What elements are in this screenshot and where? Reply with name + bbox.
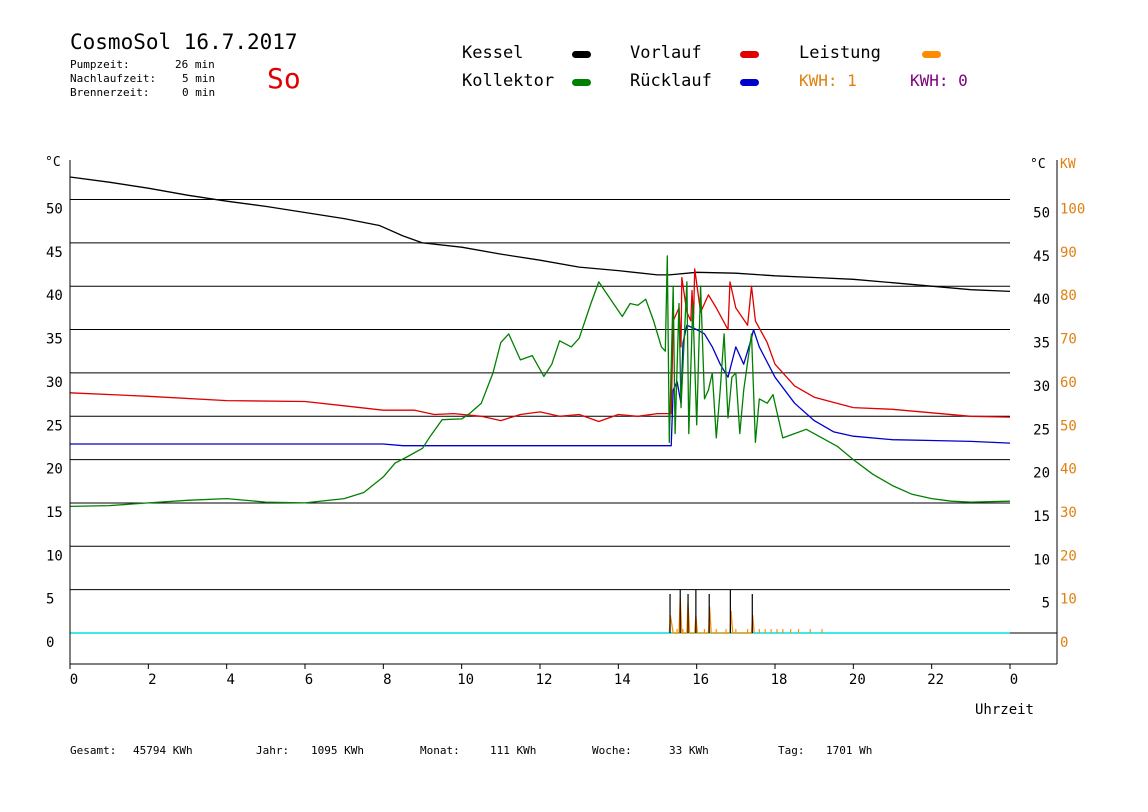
footer-woche-value: 33 KWh [669, 744, 709, 757]
footer-tag-value: 1701 Wh [826, 744, 873, 757]
y-left-tick-label: 20 [46, 462, 63, 478]
y-right-c-tick-label: 50 [1033, 206, 1050, 222]
x-tick-label: 16 [692, 672, 709, 688]
stat-pumpzeit-value: 26 min [175, 58, 215, 71]
page-title: CosmoSol 16.7.2017 [70, 30, 298, 54]
x-tick-label: 0 [1010, 672, 1018, 688]
footer-monat-value: 111 KWh [490, 744, 537, 757]
y-right-kw-tick-label: 80 [1060, 288, 1077, 304]
x-tick-label: 8 [383, 672, 391, 688]
x-axis-title: Uhrzeit [975, 702, 1034, 718]
y-right-c-tick-label: 5 [1042, 596, 1050, 612]
legend-leistung-label: Leistung [799, 43, 881, 63]
y-right-kw-tick-label: 20 [1060, 548, 1077, 564]
right-unit-c-label: °C [1030, 157, 1046, 172]
y-left-tick-label: 10 [46, 548, 63, 564]
y-left-tick-label: 25 [46, 418, 63, 434]
stat-brennerzeit-label: Brennerzeit: [70, 86, 150, 99]
x-tick-label: 2 [148, 672, 156, 688]
y-right-c-tick-label: 45 [1033, 249, 1050, 265]
y-left-tick-label: 45 [46, 245, 63, 261]
y-right-c-tick-label: 20 [1033, 466, 1050, 482]
y-right-kw-tick-label: 0 [1060, 635, 1068, 651]
x-tick-label: 0 [70, 672, 78, 688]
y-right-c-tick-label: 30 [1033, 379, 1050, 395]
series-line-leistung [668, 597, 755, 634]
x-tick-label: 18 [771, 672, 788, 688]
footer-monat-label: Monat: [420, 744, 460, 757]
y-right-c-tick-label: 25 [1033, 422, 1050, 438]
y-right-kw-tick-label: 90 [1060, 245, 1077, 261]
y-left-tick-label: 50 [46, 202, 63, 218]
x-tick-label: 14 [614, 672, 631, 688]
legend-kessel-swatch [572, 51, 591, 58]
y-left-tick-label: 30 [46, 375, 63, 391]
footer-tag-label: Tag: [778, 744, 805, 757]
y-right-kw-tick-label: 70 [1060, 332, 1077, 348]
y-right-kw-tick-label: 10 [1060, 592, 1077, 608]
y-left-tick-label: 40 [46, 288, 63, 304]
weekday-label: So [267, 62, 301, 95]
right-unit-kw-label: KW [1060, 157, 1076, 172]
y-right-c-tick-label: 35 [1033, 336, 1050, 352]
series-line-vorlauf [69, 268, 1011, 423]
series-line-ruecklauf [70, 324, 1011, 447]
y-right-c-tick-label: 10 [1033, 552, 1050, 568]
stat-nachlaufzeit-value: 5 min [182, 72, 216, 85]
y-right-kw-tick-label: 60 [1060, 375, 1077, 391]
footer-jahr-label: Jahr: [256, 744, 290, 757]
x-tick-label: 4 [226, 672, 234, 688]
legend-leistung-swatch [922, 51, 941, 58]
left-unit-label: °C [45, 155, 61, 170]
footer-jahr-value: 1095 KWh [311, 744, 364, 757]
kwh-orange-label: KWH: 1 [799, 71, 857, 90]
footer-woche-label: Woche: [592, 744, 632, 757]
stat-nachlaufzeit-label: Nachlaufzeit: [70, 72, 157, 85]
legend-ruecklauf-swatch [740, 79, 759, 86]
y-right-kw-tick-label: 50 [1060, 418, 1077, 434]
footer-gesamt-value: 45794 KWh [133, 744, 193, 757]
y-left-tick-label: 15 [46, 505, 63, 521]
legend-vorlauf-label: Vorlauf [630, 43, 702, 63]
y-left-tick-label: 5 [46, 592, 54, 608]
y-right-kw-tick-label: 30 [1060, 505, 1077, 521]
y-left-tick-label: 0 [46, 635, 54, 651]
kwh-purple-label: KWH: 0 [910, 71, 968, 90]
footer-gesamt-label: Gesamt: [70, 744, 117, 757]
y-right-c-tick-label: 15 [1033, 509, 1050, 525]
x-tick-label: 10 [457, 672, 474, 688]
legend-ruecklauf-label: Rücklauf [630, 71, 712, 91]
x-tick-label: 12 [536, 672, 553, 688]
legend-vorlauf-swatch [740, 51, 759, 58]
y-right-kw-tick-label: 100 [1060, 202, 1085, 218]
y-right-c-tick-label: 40 [1033, 292, 1050, 308]
x-tick-label: 20 [849, 672, 866, 688]
legend-kessel-label: Kessel [462, 43, 524, 63]
x-tick-label: 6 [305, 672, 313, 688]
series-line-kessel [69, 176, 1011, 293]
stat-pumpzeit-label: Pumpzeit: [70, 58, 130, 71]
stat-brennerzeit-value: 0 min [182, 86, 216, 99]
y-left-tick-label: 35 [46, 332, 63, 348]
x-tick-label: 22 [927, 672, 944, 688]
legend-kollektor-swatch [572, 79, 591, 86]
series-line-kollektor [69, 255, 1011, 508]
legend-kollektor-label: Kollektor [462, 71, 555, 91]
y-right-kw-tick-label: 40 [1060, 462, 1077, 478]
